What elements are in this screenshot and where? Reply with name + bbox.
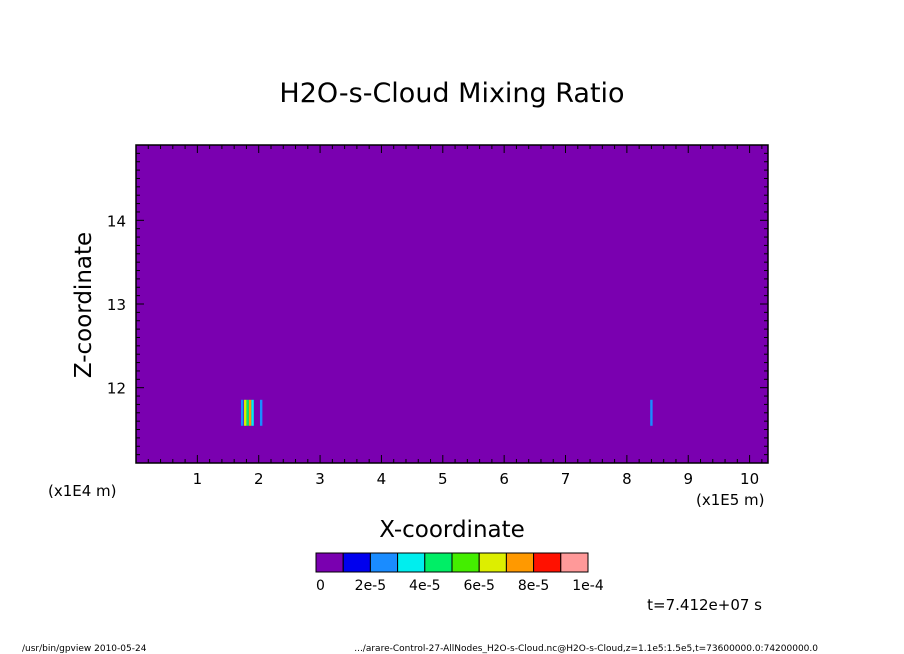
- x-tick-label: 8: [622, 470, 632, 488]
- colorbar-swatch: [424, 552, 453, 573]
- contour-feature: [248, 399, 252, 426]
- colorbar-label: 4e-5: [409, 578, 440, 594]
- colorbar-label: 0: [316, 578, 325, 594]
- y-axis-label: Z-coordinate: [71, 232, 97, 378]
- data-features: [240, 399, 653, 426]
- contour-feature: [259, 399, 263, 426]
- colorbar-label: 1e-4: [572, 578, 604, 594]
- colorbar-swatch: [505, 552, 535, 573]
- colorbar-swatch: [533, 552, 562, 573]
- x-unit-left: (x1E4 m): [48, 482, 117, 500]
- x-axis-label: X-coordinate: [379, 517, 525, 543]
- x-tick-label: 6: [499, 470, 509, 488]
- colorbar-swatch: [315, 552, 344, 573]
- contour-feature: [650, 399, 653, 426]
- contour-feature: [251, 399, 254, 426]
- y-tick-label: 13: [107, 296, 126, 314]
- contour-feature: [244, 399, 247, 426]
- x-tick-label: 5: [438, 470, 448, 488]
- x-tick-label: 7: [561, 470, 571, 488]
- footer-right: .../arare-Control-27-AllNodes_H2O-s-Clou…: [354, 644, 818, 654]
- y-tick-label: 12: [107, 380, 126, 398]
- colorbar-label: 6e-5: [463, 578, 494, 594]
- footer-left: /usr/bin/gpview 2010-05-24: [22, 644, 147, 654]
- colorbar-swatch: [451, 552, 480, 573]
- colorbar: 0 2e-5 4e-5 6e-5 8e-5 1e-4: [315, 552, 604, 594]
- colorbar-label: 8e-5: [518, 578, 549, 594]
- colorbar-swatch: [478, 552, 507, 573]
- colorbar-swatch: [342, 552, 371, 573]
- x-tick-label: 10: [740, 470, 759, 488]
- x-tick-label: 2: [254, 470, 264, 488]
- colorbar-swatch: [560, 552, 589, 573]
- x-tick-label: 1: [193, 470, 203, 488]
- contour-feature: [246, 399, 249, 426]
- contour-feature: [240, 399, 244, 426]
- colorbar-swatch: [397, 552, 426, 573]
- plot-area: [136, 145, 768, 463]
- colorbar-label: 2e-5: [355, 578, 386, 594]
- time-label: t=7.412e+07 s: [647, 596, 762, 614]
- y-tick-label: 14: [107, 212, 126, 230]
- chart-title: H2O-s-Cloud Mixing Ratio: [279, 78, 624, 109]
- x-tick-label: 3: [315, 470, 325, 488]
- x-unit-right: (x1E5 m): [696, 491, 765, 509]
- x-tick-label: 4: [377, 470, 387, 488]
- x-tick-label: 9: [683, 470, 693, 488]
- plot-background: [136, 145, 768, 463]
- colorbar-swatch: [369, 552, 399, 573]
